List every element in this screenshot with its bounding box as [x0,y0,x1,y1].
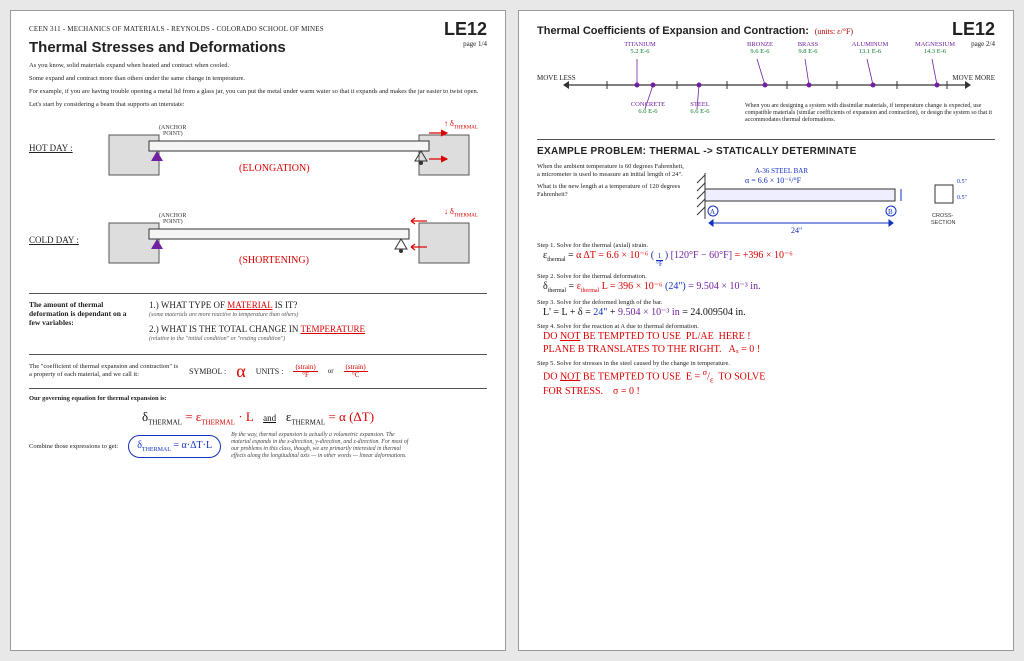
title-row: Thermal Coefficients of Expansion and Co… [537,25,995,37]
ex-prompt-1: When the ambient temperature is 60 degre… [537,163,687,179]
svg-text:0.5": 0.5" [957,179,968,185]
page-2: LE12 page 2/4 Thermal Coefficients of Ex… [518,10,1014,651]
intro-p1: As you know, solid materials expand when… [29,62,487,70]
unit-or: or [328,367,334,375]
material-aluminum: ALUMINUM13.1 E-6 [845,41,895,55]
q1-sub: (some materials are more reactive to tem… [149,312,487,318]
move-less-label: MOVE LESS [537,75,576,82]
unit-frac-f: (strain)°F [293,364,317,379]
combined-equation-cloud: δTHERMAL = α·ΔT·L [128,435,221,458]
question-2: 2.) WHAT IS THE TOTAL CHANGE IN TEMPERAT… [149,324,487,334]
svg-text:(ANCHOR: (ANCHOR [159,124,186,131]
delta-thermal-hot: ↑ δTHERMAL [444,119,478,131]
lecture-code: LE12 [444,19,487,40]
rule-1 [29,293,487,294]
question-1: 1.) WHAT TYPE OF MATERIAL IS IT? [149,300,487,310]
svg-text:α = 6.6 × 10⁻⁶/°F: α = 6.6 × 10⁻⁶/°F [745,176,802,185]
svg-text:0.5": 0.5" [957,195,968,201]
step1-eq: εthermal = α ΔT = 6.6 × 10⁻⁶ (1°F) [120°… [543,250,995,268]
var-right: 1.) WHAT TYPE OF MATERIAL IS IT? (some m… [149,300,487,348]
governing-equations: δTHERMAL = εTHERMAL · L and εTHERMAL = α… [29,409,487,427]
example-heading: EXAMPLE PROBLEM: THERMAL -> STATICALLY D… [537,146,995,157]
svg-text:POINT): POINT) [163,218,183,225]
svg-text:B: B [888,208,893,216]
svg-text:CROSS-: CROSS- [932,213,954,219]
combine-row: Combine those expressions to get: δTHERM… [29,432,487,460]
intro-p2: Some expand and contract more than other… [29,75,487,83]
material-magnesium: MAGNESIUM14.3 E-6 [910,41,960,55]
rule-p2-1 [537,139,995,140]
svg-text:A-36 STEEL BAR: A-36 STEEL BAR [755,167,808,175]
step1-label: Step 1. Solve for the thermal (axial) st… [537,242,995,249]
var-left-text: The amount of thermal deformation is dep… [29,300,139,328]
svg-text:A: A [710,208,715,216]
step3-label: Step 3. Solve for the deformed length of… [537,299,995,306]
shortening-label: (SHORTENING) [239,255,309,266]
volumetric-sidenote: By the way, thermal expansion is actuall… [231,432,411,460]
hot-day-label: HOT DAY : [29,143,73,153]
svg-text:24": 24" [791,226,802,235]
step5-label: Step 5. Solve for stresses in the steel … [537,360,995,367]
course-header: CEEN 311 - MECHANICS OF MATERIALS - REYN… [29,25,487,33]
move-more-label: MOVE MORE [952,75,995,82]
beam-diagram-zone: HOT DAY : (ANCHOR POINT) (ELONGATION) ↑ … [29,115,487,287]
page-title: Thermal Stresses and Deformations [29,39,487,56]
ex-prompt-2: What is the new length at a temperature … [537,183,687,199]
intro-p4: Let's start by considering a beam that s… [29,101,487,109]
q2-sub: (relative to the "initial condition" or … [149,336,487,342]
intro-p3: For example, if you are having trouble o… [29,88,487,96]
material-bronze: BRONZE9.6 E-6 [735,41,785,55]
rule-2 [29,354,487,355]
page-code-block: LE12 page 1/4 [444,19,487,48]
variables-block: The amount of thermal deformation is dep… [29,300,487,348]
page-1: CEEN 311 - MECHANICS OF MATERIALS - REYN… [10,10,506,651]
material-concrete: CONCRETE6.0 E-6 [623,101,673,115]
elongation-label: (ELONGATION) [239,163,310,174]
material-titanium: TITANIUM5.2 E-6 [615,41,665,55]
step4-label: Step 4. Solve for the reaction at A due … [537,323,995,330]
design-note: When you are designing a system with dis… [745,103,995,125]
units-note: (units: ε/°F) [815,27,853,36]
example-diagram: A B 24" 0.5" 0.5" CROSS- SECTION A-36 ST… [695,163,995,237]
cold-day-label: COLD DAY : [29,235,79,245]
coef-text: The "coefficient of thermal expansion an… [29,363,179,379]
material-brass: BRASS9.8 E-6 [783,41,833,55]
rule-3 [29,388,487,389]
page2-title: Thermal Coefficients of Expansion and Co… [537,25,809,37]
coefficient-row: The "coefficient of thermal expansion an… [29,361,487,382]
thermal-scale: MOVE LESS MOVE MORE TITANIUM5.2 E-6 CONCR… [537,37,995,133]
step2-label: Step 2. Solve for the thermal deformatio… [537,273,995,280]
svg-text:POINT): POINT) [163,130,183,137]
hot-day-svg: (ANCHOR POINT) [99,115,479,195]
example-prompt: When the ambient temperature is 60 degre… [537,163,687,237]
page-number: page 1/4 [444,40,487,48]
units-label: UNITS : [256,367,284,376]
step5-eq-b: FOR STRESS. σ = 0 ! [543,386,995,397]
step4-eq-b: PLANE B TRANSLATES TO THE RIGHT. Aₓ = 0 … [543,344,995,355]
example-top: When the ambient temperature is 60 degre… [537,163,995,237]
delta-thermal-cold: ↓ δTHERMAL [444,207,478,219]
symbol-label: SYMBOL : [189,367,226,376]
step2-eq: δthermal = εthermal L = 396 × 10⁻⁶ (24")… [543,281,995,294]
material-steel: STEEL6.6 E-6 [675,101,725,115]
combine-label: Combine those expressions to get: [29,443,118,450]
alpha-symbol: α [236,361,245,382]
governing-eq-label: Our governing equation for thermal expan… [29,395,487,403]
svg-text:SECTION: SECTION [931,220,955,226]
cold-day-svg: (ANCHOR POINT) [99,203,479,283]
unit-frac-c: (strain)°C [344,364,368,379]
svg-text:(ANCHOR: (ANCHOR [159,212,186,219]
step5-eq-a: DO NOT BE TEMPTED TO USE E = σ/ε TO SOLV… [543,368,995,384]
step4-eq-a: DO NOT BE TEMPTED TO USE PL/AE HERE ! [543,331,995,342]
step3-eq: L' = L + δ = 24" + 9.504 × 10⁻³ in = 24.… [543,307,995,318]
